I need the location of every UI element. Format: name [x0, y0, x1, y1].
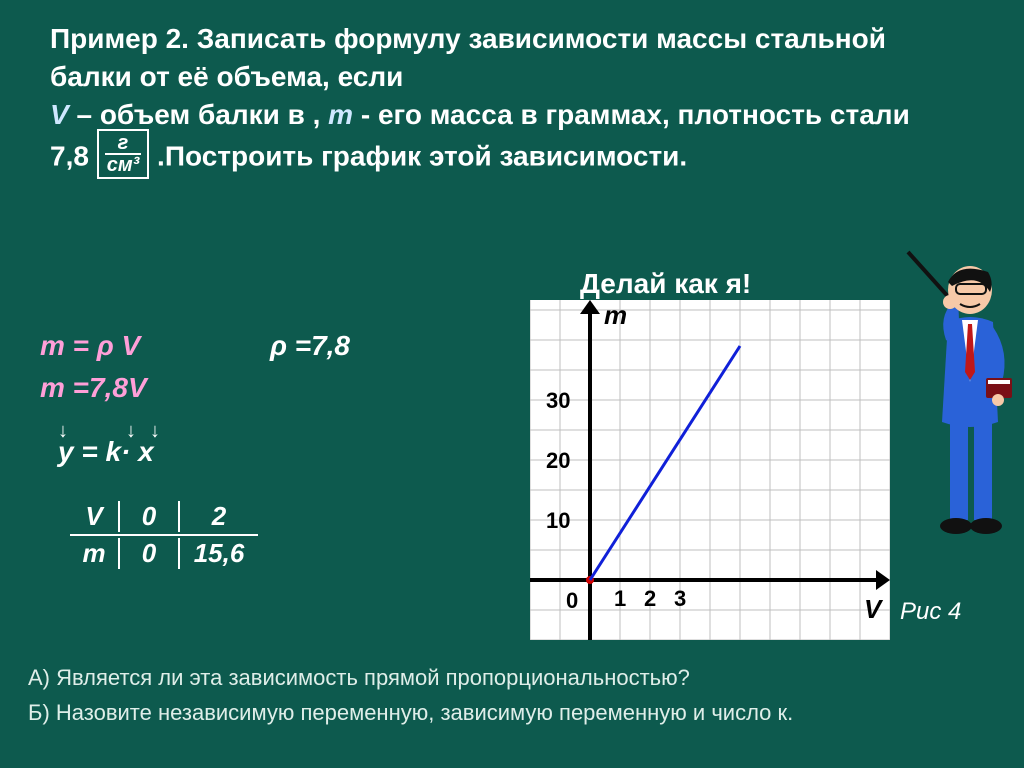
- question-a: А) Является ли эта зависимость прямой пр…: [28, 660, 988, 695]
- formula-mass: m = ρ V: [40, 330, 480, 362]
- question-b: Б) Назовите независимую переменную, зави…: [28, 695, 988, 730]
- table-head-v: V: [70, 501, 118, 532]
- questions-block: А) Является ли эта зависимость прямой пр…: [28, 660, 988, 730]
- svg-text:3: 3: [674, 586, 686, 611]
- svg-text:1: 1: [614, 586, 626, 611]
- density-fraction: г см³: [97, 129, 150, 179]
- svg-text:m: m: [604, 300, 627, 330]
- svg-text:V: V: [864, 594, 884, 624]
- table-m-0: 0: [118, 538, 178, 569]
- formula-substituted: m =7,8V: [40, 372, 480, 404]
- callout-text: Делай как я!: [580, 268, 751, 300]
- frac-numerator: г: [105, 133, 142, 155]
- problem-line2a: – объем балки в ,: [69, 99, 328, 130]
- frac-denominator: см³: [105, 155, 142, 175]
- problem-statement: Пример 2. Записать формулу зависимости м…: [50, 20, 920, 183]
- svg-text:10: 10: [546, 508, 570, 533]
- var-v: V: [50, 99, 69, 130]
- figure-label: Рис 4: [900, 598, 961, 626]
- svg-text:2: 2: [644, 586, 656, 611]
- mapping-arrows: ↓ ↓ ↓: [58, 420, 228, 450]
- svg-text:20: 20: [546, 448, 570, 473]
- svg-text:30: 30: [546, 388, 570, 413]
- var-m: m: [328, 99, 353, 130]
- table-m-156: 15,6: [178, 538, 258, 569]
- chart-svg: m V 0 123 10 20 30: [530, 300, 890, 640]
- chart-area: m V 0 123 10 20 30: [530, 300, 890, 640]
- work-area: m = ρ V ρ =7,8 m =7,8V ↓ ↓ ↓ y = k· x V …: [40, 330, 480, 478]
- value-table: V 0 2 m 0 15,6: [70, 498, 258, 570]
- svg-text:0: 0: [566, 588, 578, 613]
- table-v-2: 2: [178, 501, 258, 532]
- table-head-m: m: [70, 538, 118, 569]
- problem-line2c: .Построить график этой зависимости.: [149, 141, 687, 172]
- teacher-illustration: [898, 232, 1018, 552]
- problem-line1: Пример 2. Записать формулу зависимости м…: [50, 23, 886, 92]
- table-v-0: 0: [118, 501, 178, 532]
- formula-rho: ρ =7,8: [270, 330, 350, 362]
